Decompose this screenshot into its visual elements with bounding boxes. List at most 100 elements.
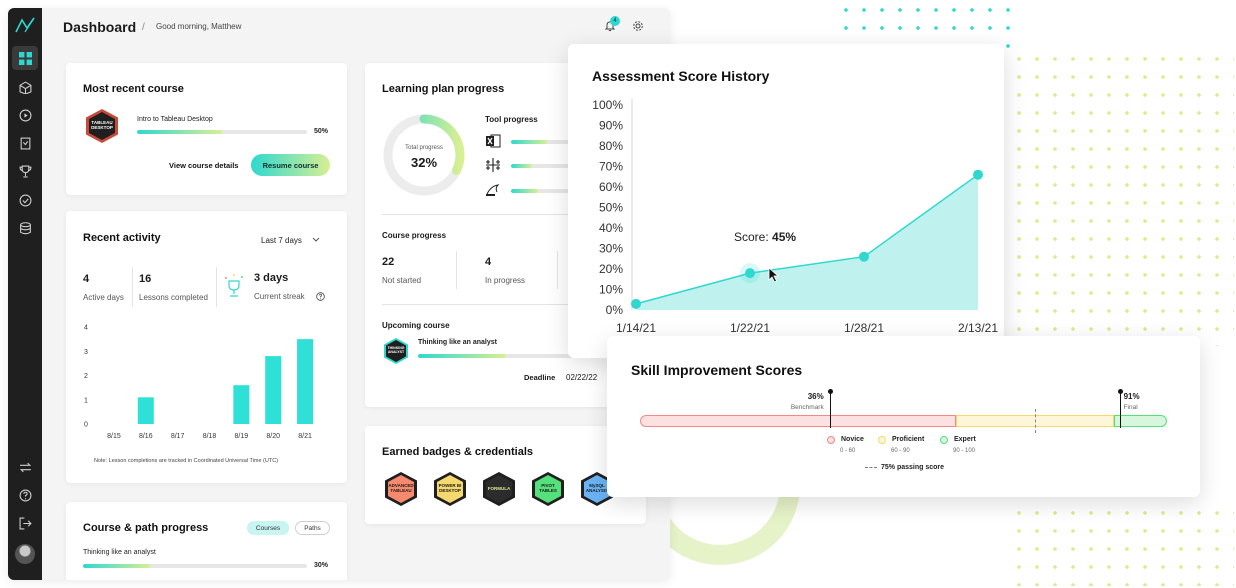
y-tick-label: 20% — [599, 262, 623, 276]
area-fill — [636, 174, 978, 310]
score-line — [635, 174, 979, 305]
x-tick-label: 1/22/21 — [730, 321, 770, 335]
decorative-dots-lime-bottom — [1006, 500, 1234, 586]
upcoming-badge-text: THINKING ANALYST — [386, 340, 406, 362]
path-item-name: Thinking like an analyst — [83, 549, 156, 556]
upcoming-course-badge: THINKING ANALYST — [384, 338, 408, 364]
breadcrumb-separator: / — [142, 22, 145, 33]
view-course-details-button[interactable]: View course details — [169, 161, 239, 170]
help-icon[interactable] — [316, 292, 325, 301]
tooltip-label: Score: — [734, 230, 773, 244]
excel-icon — [486, 134, 501, 148]
resume-course-button[interactable]: Resume course — [251, 154, 330, 176]
final-marker-dot — [1117, 389, 1123, 394]
y-tick-label: 3 — [84, 349, 88, 356]
streak-value: 3 days — [254, 272, 289, 284]
badge-text: POWER BI DESKTOP — [437, 475, 463, 503]
earned-badges-card: Earned badges & credentials ADVANCED TAB… — [365, 426, 646, 524]
badge-text: FORMULA — [486, 475, 512, 503]
activity-bar — [233, 385, 250, 424]
sidebar-item-documents[interactable] — [12, 131, 38, 155]
score-point[interactable] — [973, 169, 983, 180]
y-tick-label: 4 — [84, 325, 88, 332]
total-progress-donut — [383, 114, 465, 196]
earned-badge[interactable]: FORMULA — [483, 472, 515, 506]
card-title: Learning plan progress — [382, 83, 505, 95]
sidebar-item-help[interactable] — [12, 483, 38, 507]
score-point[interactable] — [859, 251, 869, 262]
y-tick-label: 1 — [84, 397, 88, 404]
skill-title: Skill Improvement Scores — [631, 362, 803, 378]
x-tick-label: 1/14/21 — [616, 321, 656, 335]
benchmark-value: 36% — [807, 392, 824, 401]
final-label: Final — [1123, 404, 1138, 411]
dashed-line-swatch — [865, 466, 877, 468]
upcoming-course-name: Thinking like an analyst — [418, 339, 497, 346]
earned-badge[interactable]: PIVOT TABLES — [532, 472, 564, 506]
check-circle-icon — [19, 194, 31, 206]
total-progress-label: Total progress — [405, 145, 443, 151]
final-value: 91% — [1123, 392, 1140, 401]
greeting-text: Good morning, Matthew — [156, 22, 242, 31]
sidebar-item-logout[interactable] — [12, 511, 38, 535]
x-tick-label: 8/20 — [266, 433, 280, 440]
y-tick-label: 80% — [599, 139, 623, 153]
y-tick-label: 40% — [599, 221, 623, 235]
avatar[interactable] — [15, 544, 35, 564]
sidebar-item-dashboard[interactable] — [12, 46, 38, 70]
chevron-down-icon[interactable] — [312, 237, 320, 243]
sidebar-item-courses[interactable] — [12, 75, 38, 99]
x-tick-label: 8/17 — [171, 433, 185, 440]
not-started-value: 22 — [382, 256, 395, 268]
x-tick-label: 8/18 — [203, 433, 217, 440]
y-tick-label: 0 — [84, 422, 88, 429]
x-tick-label: 8/19 — [235, 433, 249, 440]
path-progress-label: 30% — [314, 562, 329, 569]
tooltip-value: 45% — [772, 230, 797, 244]
earned-badge[interactable]: ADVANCED TABLEAU — [385, 472, 417, 506]
decorative-dots-lime — [1006, 46, 1234, 346]
tool-progress-fill — [511, 140, 547, 144]
y-tick-label: 30% — [599, 242, 623, 256]
final-marker-line — [1119, 392, 1121, 428]
badge-text: ADVANCED TABLEAU — [388, 475, 414, 503]
benchmark-marker-line — [829, 392, 831, 428]
legend-swatch — [827, 436, 835, 444]
divider — [382, 304, 632, 305]
y-tick-label: 70% — [599, 160, 623, 174]
score-point[interactable] — [631, 298, 641, 309]
dashboard-icon — [18, 51, 32, 65]
divider — [557, 251, 558, 289]
active-days-value: 4 — [83, 273, 90, 285]
date-range-select[interactable]: Last 7 days — [261, 236, 302, 245]
path-progress-fill — [83, 564, 151, 568]
y-tick-label: 100% — [592, 98, 623, 112]
tab-courses[interactable]: Courses — [247, 521, 289, 535]
tab-paths[interactable]: Paths — [295, 521, 330, 535]
lessons-value: 16 — [139, 273, 152, 285]
help-icon — [19, 489, 31, 501]
sidebar-item-data[interactable] — [12, 216, 38, 240]
y-tick-label: 10% — [599, 283, 623, 297]
sidebar-item-achievements[interactable] — [12, 159, 38, 183]
score-point[interactable] — [745, 268, 755, 279]
earned-badge[interactable]: POWER BI DESKTOP — [434, 472, 466, 506]
course-progress-title: Course progress — [382, 231, 447, 240]
benchmark-marker-dot — [827, 389, 833, 394]
x-tick-label: 2/13/21 — [958, 321, 998, 335]
logout-icon — [19, 517, 32, 529]
logo-icon[interactable] — [14, 16, 36, 34]
sidebar-item-videos[interactable] — [12, 103, 38, 127]
gear-icon[interactable] — [632, 20, 644, 32]
upcoming-course-title: Upcoming course — [382, 321, 450, 330]
donut-fill — [383, 114, 465, 196]
database-icon — [19, 221, 31, 234]
path-progress-bar — [83, 564, 307, 568]
recent-activity-card: Recent activity Last 7 days 4 Active day… — [66, 211, 347, 483]
sidebar-item-switch[interactable] — [12, 455, 38, 479]
divider — [382, 214, 632, 215]
tool-progress-title: Tool progress — [485, 115, 538, 124]
course-badge: TABLEAU DESKTOP — [86, 109, 118, 143]
sidebar-item-assessments[interactable] — [12, 188, 38, 212]
swap-icon — [19, 462, 31, 472]
